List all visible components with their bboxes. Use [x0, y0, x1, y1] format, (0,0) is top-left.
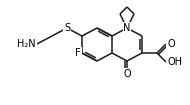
Text: OH: OH [167, 57, 182, 67]
Text: S: S [64, 23, 70, 33]
Text: O: O [123, 69, 131, 79]
Text: F: F [75, 48, 81, 58]
Text: O: O [167, 39, 175, 49]
Text: H₂N: H₂N [17, 39, 36, 49]
Text: N: N [123, 23, 131, 33]
